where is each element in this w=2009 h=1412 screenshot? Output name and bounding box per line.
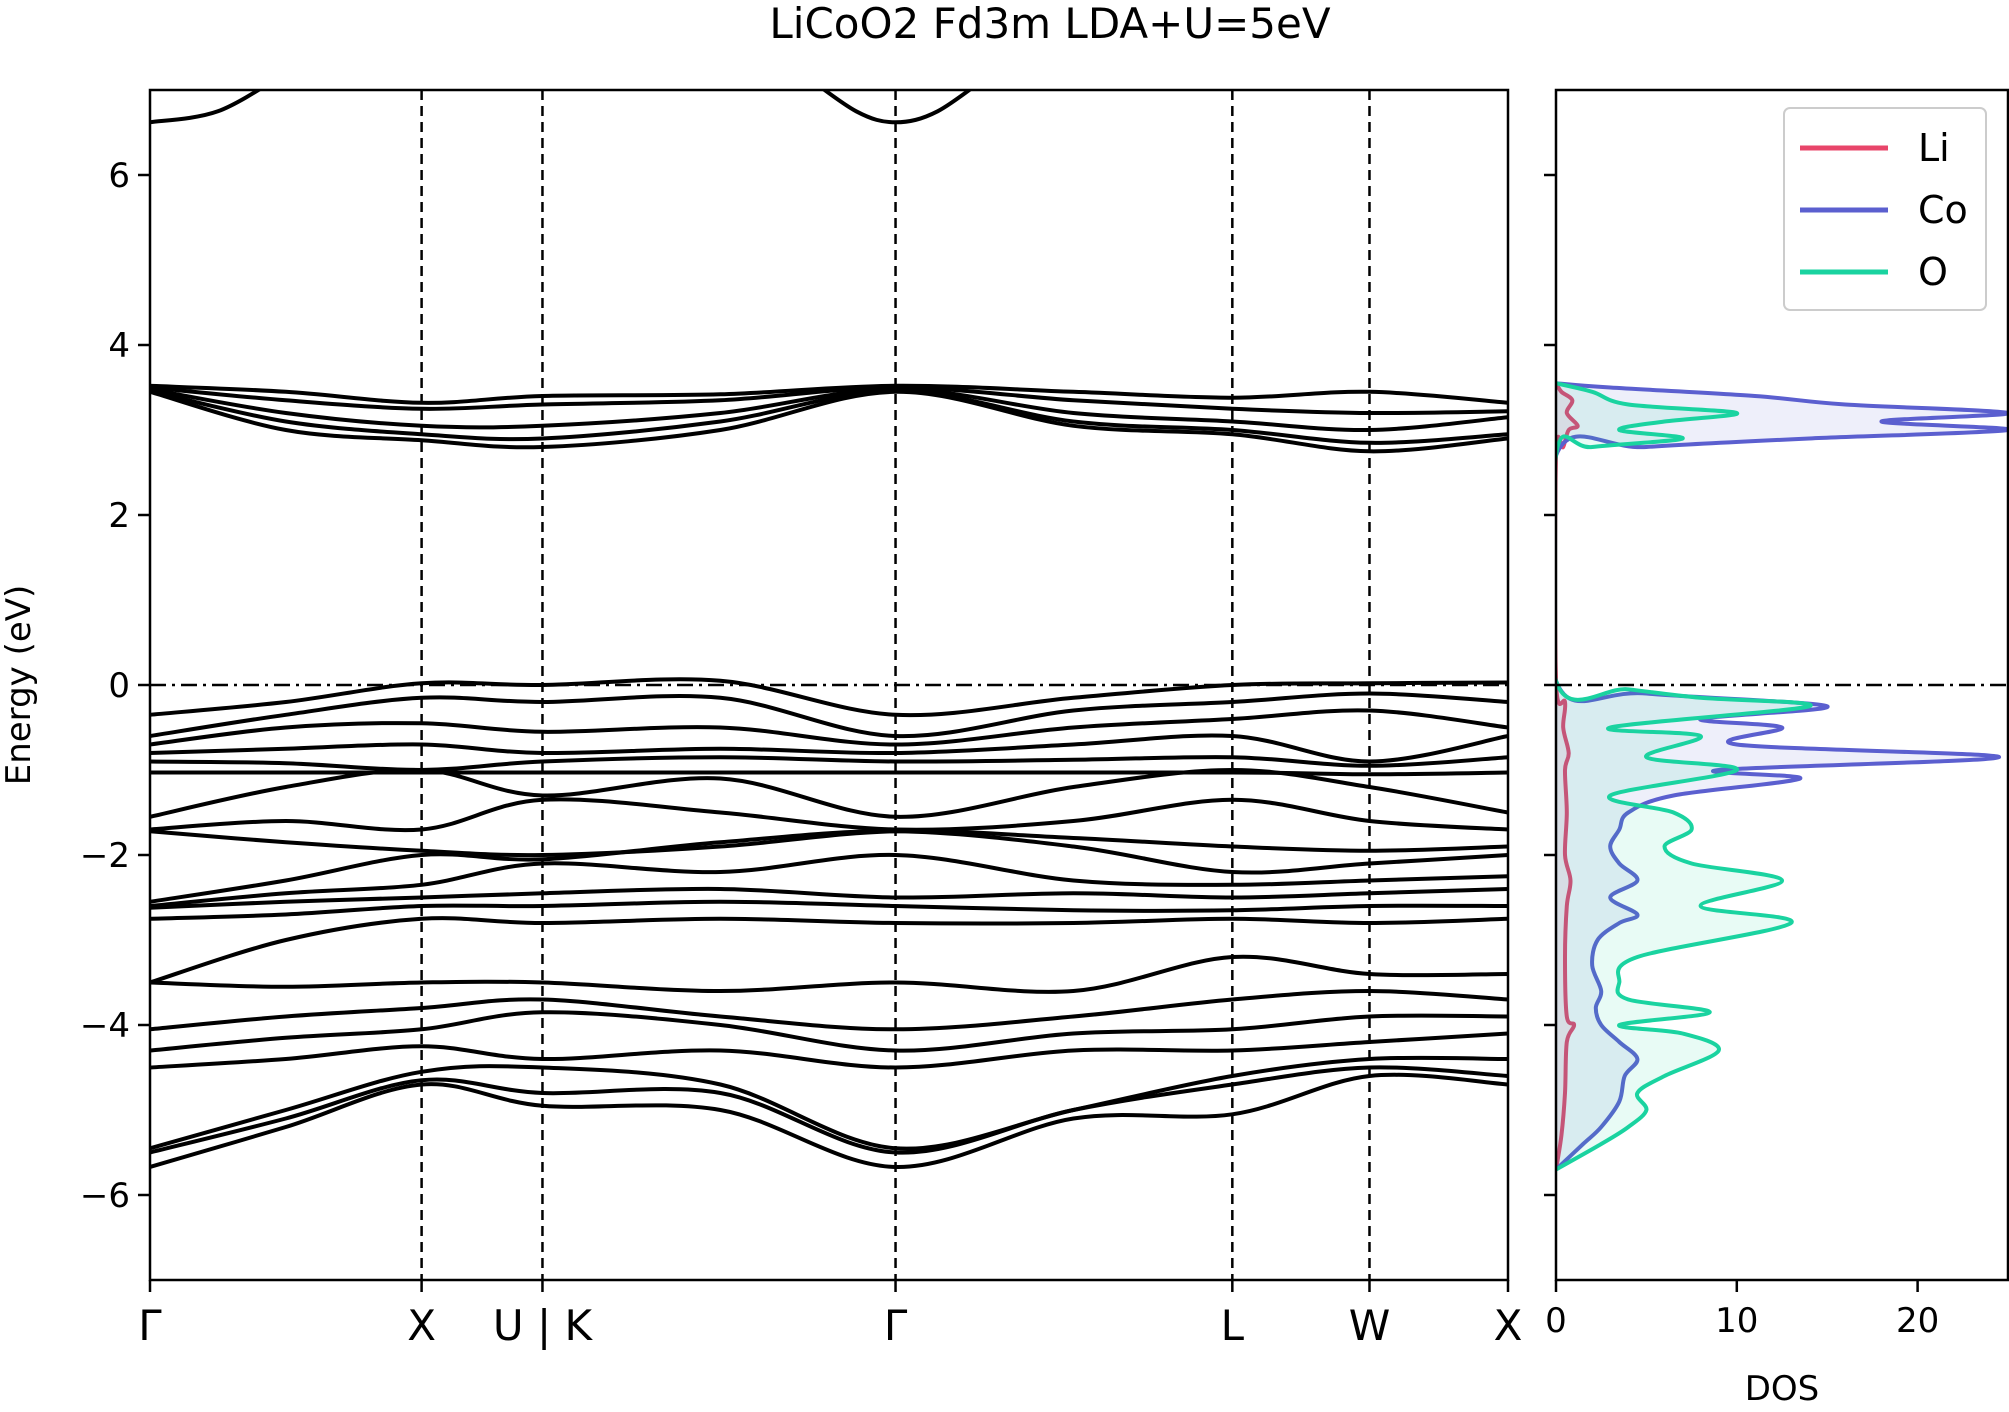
y-tick-label-4: 2 [108,496,130,536]
band-line-9 [150,708,1508,747]
band-panel: −6 −4 −2 0 2 4 6 Γ X U | K Γ L W X Energy (eV) [0,88,1522,1350]
band-line-1 [821,90,973,125]
band-line-2 [150,383,1508,405]
band-line-5 [150,388,1508,445]
band-line-13 [150,767,1508,819]
y-tick-label-6: 6 [108,156,130,196]
band-line-12 [150,770,1508,777]
band-line-0 [150,90,263,125]
kpoint-label-1: X [407,1301,436,1350]
legend: Li Co O [1783,107,1987,311]
band-line-18 [150,886,1508,910]
band-line-19 [150,899,1508,921]
y-tick-label-5: 4 [108,326,130,366]
dos-x-tick-label-2: 20 [1896,1301,1939,1341]
dos-line-co [1556,381,2008,1171]
band-x-axis: Γ X U | K Γ L W X [138,1280,1522,1350]
kpoint-label-3: Γ [884,1301,908,1350]
chart-title: LiCoO2 Fd3m LDA+U=5eV [769,0,1330,48]
band-line-11 [150,755,1508,773]
kpoint-label-2: U | K [493,1301,594,1350]
band-line-16 [150,829,1508,904]
band-y-axis: −6 −4 −2 0 2 4 6 [80,156,150,1216]
y-tick-label-3: 0 [108,666,130,706]
band-line-7 [150,677,1508,718]
legend-label-li: Li [1918,126,1950,170]
y-tick-label-1: −4 [80,1006,130,1046]
dos-lines [1556,381,2008,1172]
kpoint-label-4: L [1221,1301,1245,1350]
band-line-27 [150,1072,1508,1170]
kpoint-label-6: X [1494,1301,1523,1350]
band-line-22 [150,988,1508,1032]
band-line-25 [150,1055,1508,1151]
dos-y-ticks [1544,173,1556,1197]
band-line-14 [150,797,1508,833]
dos-line-li [1556,382,1580,1170]
dos-line-o [1556,381,1813,1172]
dos-fill-li [1556,383,1578,1170]
band-line-10 [150,733,1508,764]
band-line-8 [150,691,1508,739]
dos-x-tick-label-0: 0 [1545,1301,1567,1341]
x-axis-label-dos: DOS [1745,1369,1820,1409]
kpoint-label-0: Γ [138,1301,162,1350]
dos-panel: 0 10 20 DOS Li Co O [1544,88,2009,1409]
y-tick-label-0: −6 [80,1176,130,1216]
band-line-20 [150,916,1508,985]
band-line-17 [150,852,1508,908]
kpoint-label-5: W [1349,1301,1391,1350]
y-tick-label-2: −2 [80,836,130,876]
y-axis-label: Energy (eV) [0,585,39,786]
dos-fill-o [1556,383,1811,1170]
legend-label-o: O [1918,250,1948,294]
band-line-15 [150,829,1508,858]
legend-label-co: Co [1918,188,1968,232]
band-line-26 [150,1065,1508,1155]
band-lines [150,90,1508,1170]
band-line-3 [150,385,1508,416]
band-line-23 [150,1010,1508,1053]
band-line-6 [150,389,1508,454]
band-line-24 [150,1031,1508,1070]
band-line-21 [150,954,1508,994]
dos-x-axis: 0 10 20 [1545,1280,1939,1341]
band-line-4 [150,387,1508,433]
dos-x-tick-label-1: 10 [1715,1301,1758,1341]
